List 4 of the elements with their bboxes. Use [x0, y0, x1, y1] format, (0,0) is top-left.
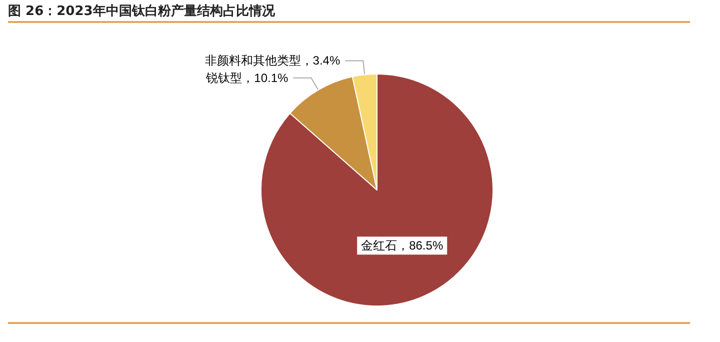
- slice-label: 金红石，86.5%: [361, 238, 444, 253]
- slice-label: 非颜料和其他类型，3.4%: [204, 54, 340, 68]
- chart-title: 图 26：2023年中国钛白粉产量结构占比情况: [8, 2, 275, 20]
- slice-label: 锐钛型，10.1%: [205, 70, 288, 85]
